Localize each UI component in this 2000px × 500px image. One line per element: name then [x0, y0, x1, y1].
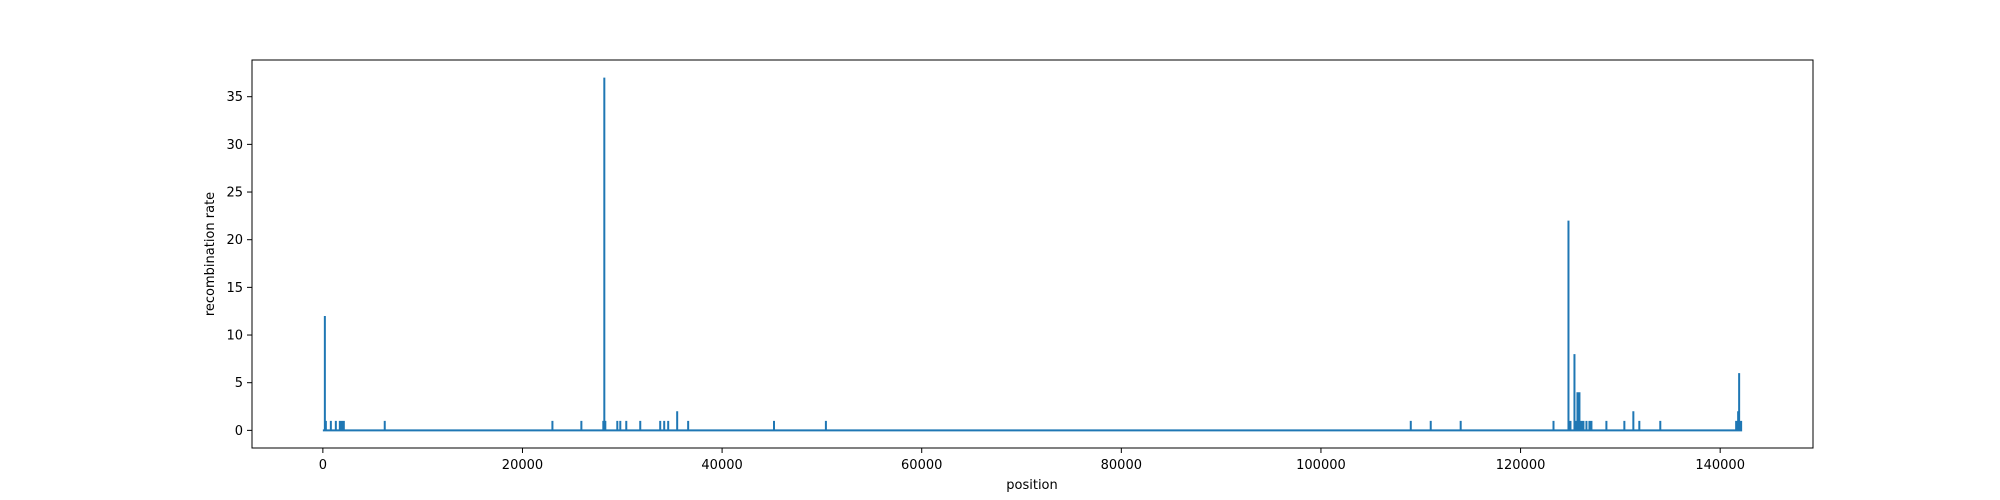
axes-frame [251, 59, 1814, 449]
x-tick-label: 40000 [701, 458, 742, 473]
y-tick-label: 25 [226, 186, 243, 201]
y-tick-label: 30 [226, 138, 243, 153]
x-tick-label: 60000 [901, 458, 942, 473]
y-tick-label: 0 [235, 424, 243, 439]
x-tick-label: 20000 [502, 458, 543, 473]
x-axis-ticks: 0 20000 40000 60000 80000 100000 120000 140000 [319, 448, 1745, 473]
x-axis-label: position [1006, 478, 1058, 493]
x-tick-label: 100000 [1296, 458, 1346, 473]
plot-area [322, 77, 1743, 432]
y-tick-label: 5 [235, 376, 243, 391]
y-tick-label: 20 [226, 233, 243, 248]
x-tick-label: 0 [319, 458, 327, 473]
x-tick-label: 80000 [1101, 458, 1142, 473]
x-tick-label: 140000 [1695, 458, 1745, 473]
x-tick-label: 120000 [1496, 458, 1546, 473]
y-axis-ticks: 0 5 10 15 20 25 30 35 [226, 90, 252, 439]
y-axis-label: recombination rate [203, 192, 218, 316]
y-tick-label: 15 [226, 281, 243, 296]
y-tick-label: 35 [226, 90, 243, 105]
series-line-0 [322, 77, 1743, 432]
y-tick-label: 10 [226, 329, 243, 344]
